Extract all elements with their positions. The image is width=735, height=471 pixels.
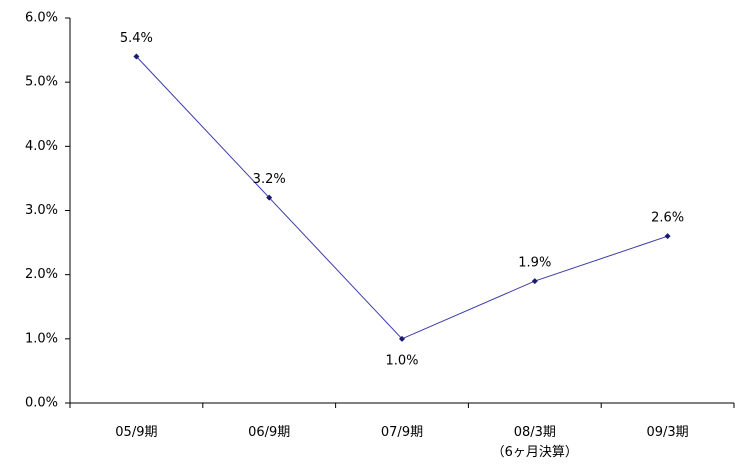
x-tick-label: 05/9期 xyxy=(115,425,158,440)
y-tick-label: 6.0% xyxy=(25,11,58,26)
marker xyxy=(531,278,538,285)
y-tick-label: 4.0% xyxy=(25,139,58,154)
value-label: 5.4% xyxy=(120,31,153,46)
marker xyxy=(266,194,273,201)
value-label: 1.9% xyxy=(518,256,551,271)
y-tick-label: 0.0% xyxy=(25,396,58,411)
y-tick-label: 1.0% xyxy=(25,331,58,346)
marker xyxy=(399,335,405,342)
value-label: 3.2% xyxy=(253,172,286,187)
y-tick-label: 3.0% xyxy=(25,203,58,218)
x-tick-label: 08/3期 （6ヶ月決算） xyxy=(491,425,578,460)
x-tick-label: 06/9期 xyxy=(248,425,291,440)
value-label: 2.6% xyxy=(651,211,684,226)
value-label: 1.0% xyxy=(385,353,418,368)
line xyxy=(136,56,668,340)
y-tick-label: 5.0% xyxy=(25,75,58,90)
marker xyxy=(133,53,140,60)
y-tick-label: 2.0% xyxy=(25,267,58,282)
x-tick-label: 07/9期 xyxy=(380,425,424,440)
x-tick-label: 09/3期 xyxy=(646,425,689,440)
marker xyxy=(664,233,671,240)
